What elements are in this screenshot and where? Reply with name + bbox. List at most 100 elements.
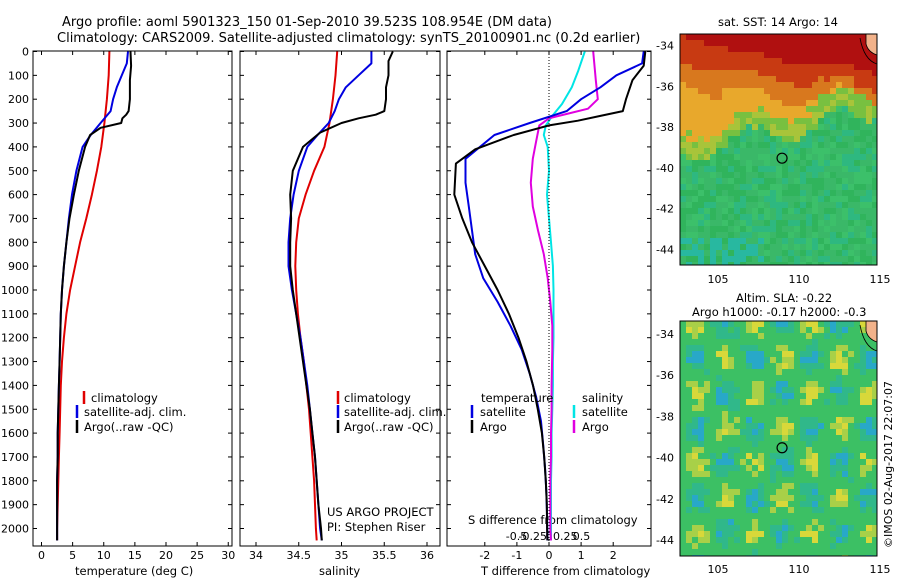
t-diff-tick-label: -2 — [479, 549, 490, 562]
depth-tick-label: 500 — [8, 165, 29, 178]
map1-title: sat. SST: 14 Argo: 14 — [718, 15, 838, 29]
temperature-panel-frame — [32, 50, 233, 547]
map-lat-tick: -38 — [656, 410, 674, 423]
legend-t-argo: Argo — [480, 420, 507, 434]
map-lat-tick: -40 — [656, 452, 674, 465]
map-axes: -34 -34 -36 -36 -38 -38 -40 -40 -42 -42 -44 -44 105 1… — [656, 40, 890, 577]
depth-tick-label: 600 — [8, 189, 29, 202]
temperature-curves — [56, 51, 133, 541]
map-lat-tick: -42 — [656, 493, 674, 506]
map-lon-tick: 105 — [708, 563, 729, 576]
series-argo-raw-qc — [56, 51, 133, 541]
float-marker-icon — [776, 442, 788, 454]
sla-map — [680, 321, 877, 556]
salinity-legend: climatology satellite-adj. clim. Argo(..… — [336, 391, 446, 434]
depth-tick-label: 0 — [22, 46, 29, 59]
sst-map-frame — [679, 33, 878, 266]
t-diff-tick-label: 0 — [546, 549, 553, 562]
salinity-axis-label: salinity — [319, 564, 360, 578]
temperature-tick-label: 25 — [190, 549, 204, 562]
salinity-tick-label: 34.5 — [287, 549, 312, 562]
depth-tick-label: 1800 — [1, 475, 29, 488]
depth-tick-label: 1700 — [1, 451, 29, 464]
depth-tick-label: 1200 — [1, 332, 29, 345]
salinity-tick-label: 34 — [249, 549, 263, 562]
map-lat-tick: -38 — [656, 121, 674, 134]
map-lat-tick: -34 — [656, 328, 674, 341]
depth-tick-label: 1100 — [1, 308, 29, 321]
depth-tick-label: 1400 — [1, 379, 29, 392]
sla-map-frame — [679, 320, 878, 557]
map2-title-line2: Argo h1000: -0.17 h2000: -0.3 — [692, 305, 866, 319]
depth-tick-label: 1300 — [1, 356, 29, 369]
map-lat-tick: -44 — [656, 534, 674, 547]
map2-title-line1: Altim. SLA: -0.22 — [736, 291, 832, 305]
map-lat-tick: -34 — [656, 40, 674, 53]
legend-satellite-adj: satellite-adj. clim. — [84, 405, 186, 419]
series-temperature-argo — [453, 51, 647, 541]
t-diff-tick-label: 2 — [610, 549, 617, 562]
map-lat-tick: -40 — [656, 162, 674, 175]
project-label: US ARGO PROJECT — [327, 505, 435, 519]
legend-temperature-heading: temperature — [481, 391, 553, 405]
s-diff-tick-label: 0 — [546, 530, 553, 543]
salinity-tick-label: 35 — [335, 549, 349, 562]
s-diff-tick-label: -0.25 — [519, 530, 547, 543]
difference-legend: temperature satellite Argo salinity sate… — [470, 391, 628, 434]
legend-s-satellite: satellite — [582, 405, 628, 419]
temperature-tick-label: 0 — [38, 549, 45, 562]
temperature-tick-label: 10 — [97, 549, 111, 562]
map-lon-tick: 115 — [870, 273, 891, 286]
sst-map — [680, 34, 877, 265]
map-lat-tick: -36 — [656, 80, 674, 93]
s-diff-tick-label: 0.5 — [573, 530, 591, 543]
map-lon-tick: 105 — [708, 273, 729, 286]
legend-t-satellite: satellite — [480, 405, 526, 419]
salinity-tick-label: 35.5 — [372, 549, 397, 562]
t-difference-axis-label: T difference from climatology — [480, 564, 651, 578]
x-axes: 0 5 10 15 20 25 30 34 34.5 35 35.5 36 -2 -1 0 1 2 -0.5-0.… — [38, 51, 617, 562]
s-diff-tick-label: -0.5 — [506, 530, 527, 543]
difference-curves — [453, 51, 647, 541]
temperature-tick-label: 20 — [159, 549, 173, 562]
depth-tick-label: 400 — [8, 141, 29, 154]
figure-title-line1: Argo profile: aoml 5901323_150 01-Sep-20… — [62, 15, 552, 30]
figure-title-line2: Climatology: CARS2009. Satellite-adjuste… — [57, 31, 640, 46]
map-lon-tick: 110 — [789, 563, 810, 576]
t-diff-tick-label: 1 — [578, 549, 585, 562]
t-diff-tick-label: -1 — [511, 549, 522, 562]
pi-label: PI: Stephen Riser — [327, 520, 426, 534]
salinity-panel-frame — [239, 50, 441, 547]
map-lon-tick: 115 — [870, 563, 891, 576]
depth-tick-label: 1900 — [1, 499, 29, 512]
legend-climatology: climatology — [91, 391, 158, 405]
float-marker-icon — [776, 152, 788, 164]
map-lon-tick: 110 — [789, 273, 810, 286]
legend-satellite-adj-2: satellite-adj. clim. — [344, 405, 446, 419]
depth-tick-label: 1600 — [1, 427, 29, 440]
series-argo-raw-qc — [289, 51, 394, 541]
depth-axis: 0 100 200 300 400 500 600 700 800 900 1000 1100 1200… — [1, 46, 651, 536]
depth-tick-label: 200 — [8, 93, 29, 106]
series-climatology — [294, 51, 339, 541]
depth-tick-label: 100 — [8, 69, 29, 82]
temperature-tick-label: 15 — [128, 549, 142, 562]
map-lat-tick: -42 — [656, 203, 674, 216]
s-diff-tick-label: 0.25 — [553, 530, 578, 543]
imos-credit: ©IMOS 02-Aug-2017 22:07:07 — [882, 381, 895, 548]
depth-tick-label: 900 — [8, 260, 29, 273]
s-difference-axis-label: S difference from climatology — [468, 513, 638, 527]
salinity-curves — [287, 51, 394, 541]
depth-tick-label: 300 — [8, 117, 29, 130]
legend-climatology-2: climatology — [344, 391, 411, 405]
legend-argo-2: Argo(..raw -QC) — [344, 420, 434, 434]
depth-tick-label: 700 — [8, 212, 29, 225]
legend-salinity-heading: salinity — [582, 391, 623, 405]
temperature-tick-label: 5 — [69, 549, 76, 562]
series-climatology — [56, 51, 111, 541]
temperature-tick-label: 30 — [221, 549, 235, 562]
map-lat-tick: -44 — [656, 244, 674, 257]
temperature-legend: climatology satellite-adj. clim. Argo(..… — [75, 391, 186, 434]
depth-tick-label: 1500 — [1, 403, 29, 416]
